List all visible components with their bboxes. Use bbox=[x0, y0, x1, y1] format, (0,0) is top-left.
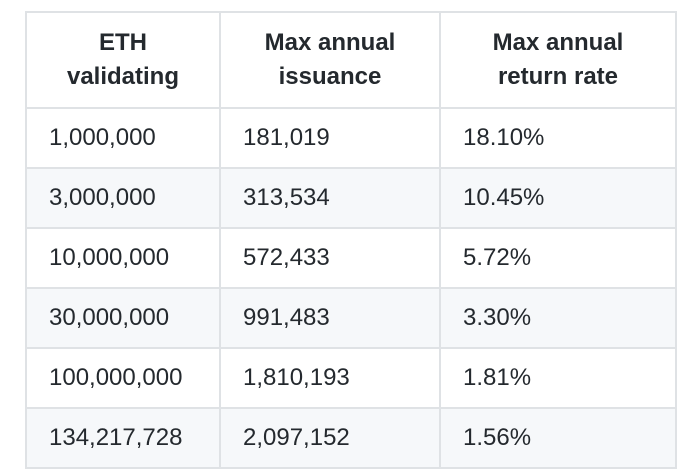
table-row: 30,000,000 991,483 3.30% bbox=[25, 287, 677, 349]
cell-max-annual-issuance: 572,433 bbox=[219, 227, 441, 289]
cell-eth-validating: 10,000,000 bbox=[25, 227, 221, 289]
cell-max-annual-issuance: 181,019 bbox=[219, 107, 441, 169]
table-row: 10,000,000 572,433 5.72% bbox=[25, 227, 677, 289]
cell-eth-validating: 3,000,000 bbox=[25, 167, 221, 229]
cell-max-annual-return-rate: 5.72% bbox=[439, 227, 677, 289]
header-line: validating bbox=[66, 63, 180, 90]
table-row: 1,000,000 181,019 18.10% bbox=[25, 107, 677, 169]
cell-max-annual-issuance: 313,534 bbox=[219, 167, 441, 229]
cell-max-annual-issuance: 991,483 bbox=[219, 287, 441, 349]
cell-max-annual-return-rate: 3.30% bbox=[439, 287, 677, 349]
cell-eth-validating: 134,217,728 bbox=[25, 407, 221, 469]
cell-eth-validating: 30,000,000 bbox=[25, 287, 221, 349]
table-container: ETH validating Max annual issuance Max a… bbox=[25, 11, 677, 469]
header-line: Max annual bbox=[264, 29, 396, 56]
header-eth-validating: ETH validating bbox=[25, 11, 221, 109]
cell-max-annual-issuance: 2,097,152 bbox=[219, 407, 441, 469]
cell-eth-validating: 100,000,000 bbox=[25, 347, 221, 409]
header-line: return rate bbox=[497, 63, 619, 90]
cell-max-annual-return-rate: 1.81% bbox=[439, 347, 677, 409]
header-line: ETH bbox=[99, 29, 147, 56]
table-row: 3,000,000 313,534 10.45% bbox=[25, 167, 677, 229]
table-row: 134,217,728 2,097,152 1.56% bbox=[25, 407, 677, 469]
cell-max-annual-return-rate: 10.45% bbox=[439, 167, 677, 229]
header-row: ETH validating Max annual issuance Max a… bbox=[25, 11, 677, 109]
cell-max-annual-return-rate: 18.10% bbox=[439, 107, 677, 169]
cell-max-annual-return-rate: 1.56% bbox=[439, 407, 677, 469]
header-max-annual-issuance: Max annual issuance bbox=[219, 11, 441, 109]
header-line: issuance bbox=[278, 63, 382, 90]
cell-max-annual-issuance: 1,810,193 bbox=[219, 347, 441, 409]
table-row: 100,000,000 1,810,193 1.81% bbox=[25, 347, 677, 409]
header-line: Max annual bbox=[492, 29, 624, 56]
cell-eth-validating: 1,000,000 bbox=[25, 107, 221, 169]
issuance-table: ETH validating Max annual issuance Max a… bbox=[25, 11, 677, 469]
header-max-annual-return-rate: Max annual return rate bbox=[439, 11, 677, 109]
